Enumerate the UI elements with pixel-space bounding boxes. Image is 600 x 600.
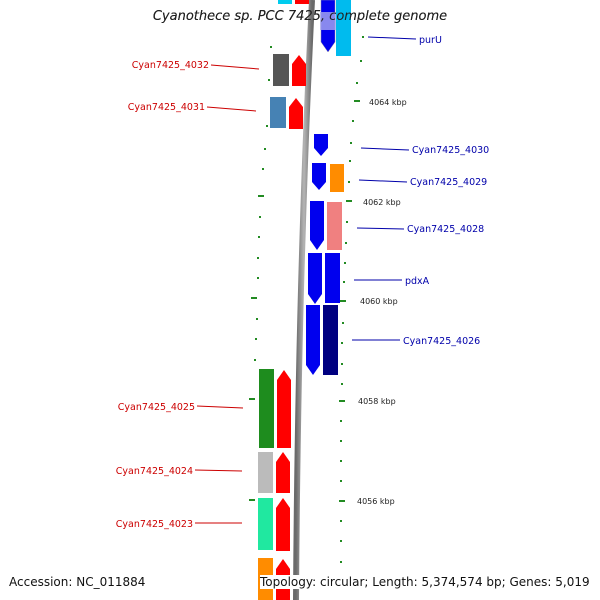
map-title: Cyanothece sp. PCC 7425, complete genome: [152, 9, 448, 24]
gene-arrow[interactable]: [292, 55, 306, 86]
gene-box[interactable]: [258, 498, 273, 550]
gene-label-right[interactable]: Cyan7425_4028: [407, 224, 484, 235]
gene-arrow[interactable]: [276, 452, 290, 493]
gene-arrow[interactable]: [314, 134, 328, 156]
gene-label-right[interactable]: pdxA: [405, 276, 430, 287]
left-leader-lines: [194, 64, 260, 524]
gene-label-left[interactable]: Cyan7425_4032: [132, 60, 209, 71]
gene-arrow[interactable]: [310, 201, 324, 250]
gene-box[interactable]: [336, 0, 351, 56]
gene-box[interactable]: [325, 253, 340, 303]
gene-arrow[interactable]: [277, 370, 291, 448]
right-tick-marks: [339, 36, 364, 563]
gene-arrow[interactable]: [306, 305, 320, 375]
map-title: Cyanothece sp. PCC 7425, complete genome: [152, 9, 448, 24]
gene-box[interactable]: [330, 164, 344, 192]
kbp-label: 4056 kbp: [357, 497, 395, 506]
gene-box[interactable]: [278, 0, 292, 4]
gene-label-left[interactable]: Cyan7425_4025: [118, 402, 195, 413]
gene-box[interactable]: [295, 0, 309, 4]
gene-label-left[interactable]: Cyan7425_4023: [116, 519, 193, 530]
kbp-label: 4058 kbp: [358, 397, 396, 406]
genome-backbone: [293, 0, 315, 600]
gene-box[interactable]: [259, 369, 274, 448]
gene-arrow[interactable]: [276, 498, 290, 551]
right-strand-genes: [306, 0, 351, 375]
gene-box[interactable]: [258, 452, 273, 493]
gene-arrow[interactable]: [312, 163, 326, 190]
topology-text: Topology: circular; Length: 5,374,574 bp…: [260, 575, 590, 589]
right-leader-lines: [352, 36, 417, 341]
gene-arrow[interactable]: [289, 98, 303, 129]
left-tick-marks: [249, 46, 272, 501]
gene-arrow[interactable]: [308, 253, 322, 304]
gene-label-right[interactable]: Cyan7425_4030: [412, 145, 489, 156]
gene-label-right[interactable]: Cyan7425_4026: [403, 336, 480, 347]
gene-label-left[interactable]: Cyan7425_4024: [116, 466, 193, 477]
accession-text: Accession: NC_011884: [9, 575, 146, 589]
gene-label-left[interactable]: Cyan7425_4031: [128, 102, 205, 113]
gene-label-right[interactable]: Cyan7425_4029: [410, 177, 487, 188]
gene-box[interactable]: [320, 12, 336, 30]
gene-box[interactable]: [327, 202, 342, 250]
kbp-label: 4064 kbp: [369, 98, 407, 107]
gene-box[interactable]: [270, 97, 286, 128]
gene-label-right[interactable]: purU: [419, 35, 442, 46]
kbp-label: 4062 kbp: [363, 198, 401, 207]
kbp-label: 4060 kbp: [360, 297, 398, 306]
gene-box[interactable]: [273, 54, 289, 86]
gene-box[interactable]: [323, 305, 338, 375]
